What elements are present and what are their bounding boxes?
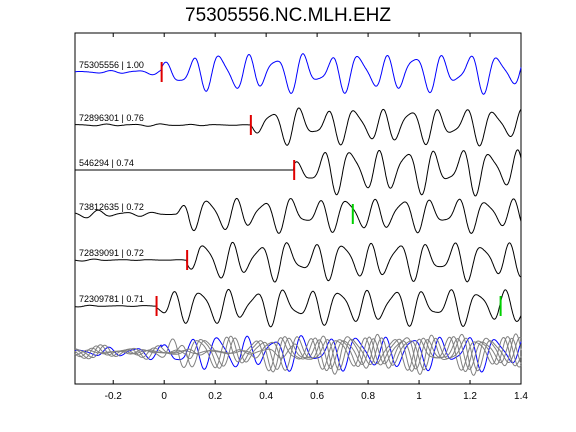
x-tick-label-4: 0.6 [310,391,324,402]
x-tick-label-6: 1 [416,391,422,402]
x-tick-label-7: 1.2 [463,391,477,402]
waveform-trace-5 [74,241,522,283]
trace-label-1: 75305556 | 1.00 [79,60,144,70]
stack-group [74,333,522,376]
x-tick-label-5: 0.8 [361,391,375,402]
trace-label-2: 72896301 | 0.76 [79,113,144,123]
stack-trace-4 [74,337,522,370]
waveform-trace-6 [74,288,522,328]
x-tick-label-3: 0.4 [259,391,273,402]
traces-group [74,53,522,328]
stack-trace-1 [74,335,522,373]
x-tick-label-8: 1.4 [514,391,528,402]
waveform-trace-1 [74,53,522,95]
trace-label-3: 546294 | 0.74 [79,158,134,168]
trace-label-5: 72839091 | 0.72 [79,248,144,258]
x-tick-label-1: 0 [161,391,167,402]
picks-group [155,62,502,316]
waveform-trace-4 [74,197,522,234]
waveform-trace-3 [75,149,522,197]
x-tick-label-2: 0.2 [208,391,222,402]
stack-trace-6 [74,336,522,372]
stack-trace-2 [74,336,522,372]
x-axis: -0.2 0 0.2 0.4 0.6 0.8 1 1.2 1.4 [105,33,528,402]
trace-label-6: 72309781 | 0.71 [79,294,144,304]
trace-label-4: 73812635 | 0.72 [79,202,144,212]
x-tick-label-0: -0.2 [105,391,123,402]
chart-title: 75305556.NC.MLH.EHZ [185,5,391,26]
waveform-trace-2 [75,107,522,147]
plot-frame [74,32,522,385]
stack-trace-5 [74,335,522,373]
trace-labels-group: 75305556 | 1.00 72896301 | 0.76 546294 | 0… [79,60,144,304]
